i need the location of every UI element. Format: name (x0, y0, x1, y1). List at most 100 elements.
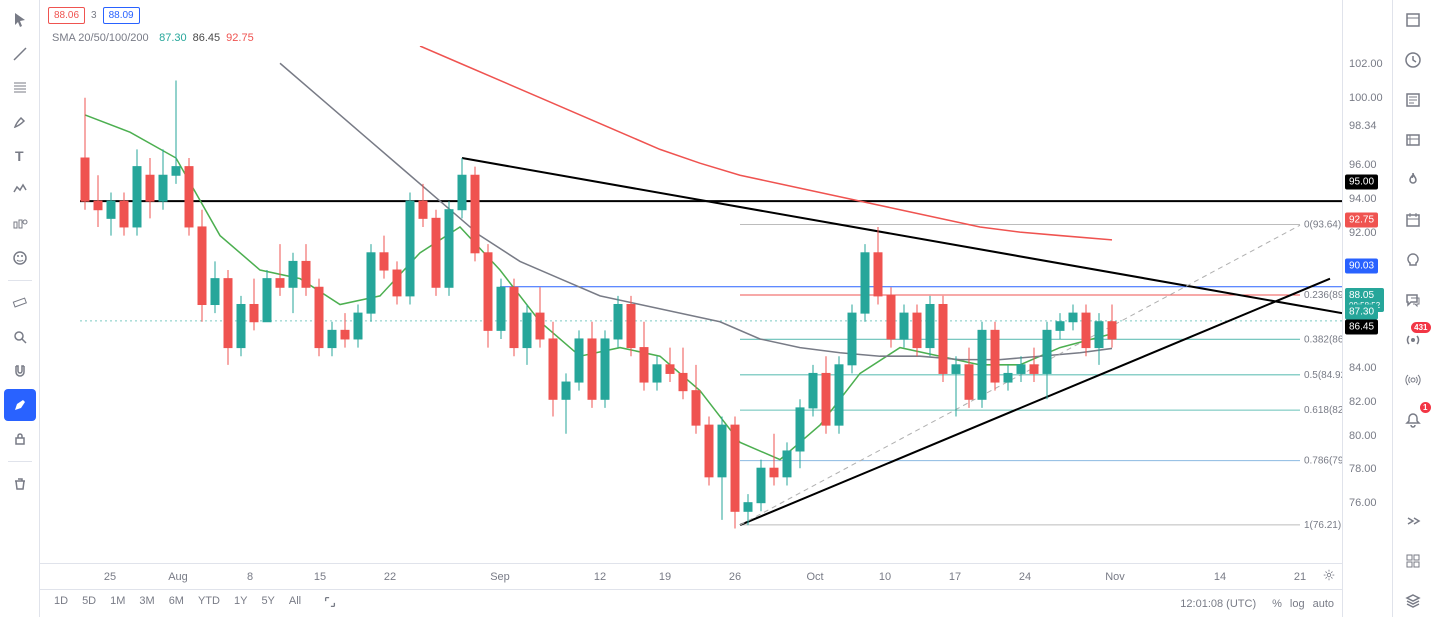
cursor-tool-icon[interactable] (4, 4, 36, 36)
timeframe-all[interactable]: All (283, 592, 307, 615)
news-icon[interactable] (1397, 84, 1429, 116)
timeframe-1m[interactable]: 1M (104, 592, 131, 615)
layers-icon[interactable] (1397, 585, 1429, 617)
price-badge-2: 88.09 (103, 7, 140, 24)
y-tick: 80.00 (1349, 430, 1377, 442)
x-tick: Aug (168, 571, 188, 583)
left-toolbar: T (0, 0, 40, 617)
y-tick: 84.00 (1349, 362, 1377, 374)
x-tick: 21 (1294, 571, 1306, 583)
timeframe-6m[interactable]: 6M (163, 592, 190, 615)
y-axis: 102.00100.0098.3496.0094.0092.0084.0082.… (1342, 0, 1392, 617)
timeframe-1y[interactable]: 1Y (228, 592, 253, 615)
y-tick: 98.34 (1349, 120, 1377, 132)
text-tool-icon[interactable]: T (4, 140, 36, 172)
timeframe-group: 1D5D1M3M6MYTD1Y5YAll (48, 592, 343, 615)
ideas-icon[interactable] (1397, 244, 1429, 276)
fib-tool-icon[interactable] (4, 72, 36, 104)
svg-text:0.236(89.55): 0.236(89.55) (1304, 290, 1342, 301)
svg-text:0.618(82.87): 0.618(82.87) (1304, 405, 1342, 416)
right-toolbar: 431 1 (1392, 0, 1432, 617)
x-tick: 15 (314, 571, 326, 583)
timeframe-5y[interactable]: 5Y (255, 592, 280, 615)
y-price-badge: 87.30 (1345, 305, 1378, 320)
y-price-badge: 95.00 (1345, 175, 1378, 190)
scale-opt-log[interactable]: log (1290, 598, 1305, 610)
svg-text:0.786(79.94): 0.786(79.94) (1304, 456, 1342, 467)
clock-label: 12:01:08 (UTC) (1180, 598, 1256, 610)
calendar-icon[interactable] (1397, 204, 1429, 236)
price-sep: 3 (91, 10, 97, 21)
x-axis: 25 Aug 8 15 22 Sep 12 19 26 Oct 10 17 24 Nov 14 21 (40, 563, 1342, 589)
x-tick: 12 (594, 571, 606, 583)
chart-canvas[interactable]: 0(93.64) 0.236(89.55) 0.382(86.98) 0.5(84.9… (40, 46, 1342, 563)
pattern-tool-icon[interactable] (4, 174, 36, 206)
prediction-tool-icon[interactable] (4, 208, 36, 240)
chat-icon[interactable] (1397, 284, 1429, 316)
zoom-tool-icon[interactable] (4, 321, 36, 353)
timeframe-1d[interactable]: 1D (48, 592, 74, 615)
scale-opt-auto[interactable]: auto (1313, 598, 1334, 610)
brush-tool-icon[interactable] (4, 106, 36, 138)
main-chart-area: 88.06 3 88.09 SMA 20/50/100/200 87.30 86.… (40, 0, 1342, 617)
sma-value: 87.30 (159, 32, 187, 44)
svg-text:1(76.21): 1(76.21) (1304, 520, 1341, 531)
x-tick: 26 (729, 571, 741, 583)
x-axis-settings-icon[interactable] (1322, 568, 1336, 585)
bell-icon[interactable]: 1 (1397, 404, 1429, 436)
lock-tool-icon[interactable] (4, 423, 36, 455)
broadcast-icon[interactable] (1397, 364, 1429, 396)
x-tick: 14 (1214, 571, 1226, 583)
bottom-bar: 1D5D1M3M6MYTD1Y5YAll 12:01:08 (UTC) % log… (40, 589, 1342, 617)
notif-badge: 431 (1411, 322, 1430, 333)
x-tick: 17 (949, 571, 961, 583)
svg-text:0.382(86.98): 0.382(86.98) (1304, 334, 1342, 345)
trash-tool-icon[interactable] (4, 468, 36, 500)
grid-icon[interactable] (1397, 545, 1429, 577)
y-tick: 78.00 (1349, 463, 1377, 475)
timeframe-ytd[interactable]: YTD (192, 592, 226, 615)
y-tick: 100.00 (1349, 92, 1383, 104)
emoji-tool-icon[interactable] (4, 242, 36, 274)
y-price-badge: 90.03 (1345, 259, 1378, 274)
stream-icon[interactable]: 431 (1397, 324, 1429, 356)
timeframe-5d[interactable]: 5D (76, 592, 102, 615)
y-tick: 94.00 (1349, 193, 1377, 205)
scale-opt-%[interactable]: % (1272, 598, 1282, 610)
y-price-badge: 92.75 (1345, 213, 1378, 228)
drawing-mode-icon[interactable] (4, 389, 36, 421)
ruler-tool-icon[interactable] (4, 287, 36, 319)
x-tick: 24 (1019, 571, 1031, 583)
sma-value: 86.45 (193, 32, 221, 44)
x-tick: Nov (1105, 571, 1125, 583)
collapse-icon[interactable] (1397, 505, 1429, 537)
x-tick: 22 (384, 571, 396, 583)
svg-text:0(93.64): 0(93.64) (1304, 220, 1341, 231)
x-tick: 10 (879, 571, 891, 583)
bell-badge: 1 (1420, 402, 1430, 413)
expand-icon[interactable] (317, 592, 343, 615)
watchlist-icon[interactable] (1397, 4, 1429, 36)
y-tick: 92.00 (1349, 227, 1377, 239)
y-tick: 76.00 (1349, 497, 1377, 509)
x-tick: Sep (490, 571, 510, 583)
x-tick: Oct (806, 571, 823, 583)
svg-text:T: T (15, 148, 24, 164)
trendline-tool-icon[interactable] (4, 38, 36, 70)
y-tick: 96.00 (1349, 159, 1377, 171)
y-price-badge: 86.45 (1345, 319, 1378, 334)
magnet-tool-icon[interactable] (4, 355, 36, 387)
timeframe-3m[interactable]: 3M (133, 592, 160, 615)
alerts-icon[interactable] (1397, 44, 1429, 76)
svg-text:0.5(84.92): 0.5(84.92) (1304, 370, 1342, 381)
top-info-bar: 88.06 3 88.09 (40, 0, 1342, 30)
data-window-icon[interactable] (1397, 124, 1429, 156)
hotlist-icon[interactable] (1397, 164, 1429, 196)
price-badge-1: 88.06 (48, 7, 85, 24)
x-tick: 19 (659, 571, 671, 583)
sma-label: SMA 20/50/100/200 (52, 32, 149, 44)
x-tick: 8 (247, 571, 253, 583)
sma-value: 92.75 (226, 32, 254, 44)
x-tick: 25 (104, 571, 116, 583)
y-tick: 82.00 (1349, 396, 1377, 408)
